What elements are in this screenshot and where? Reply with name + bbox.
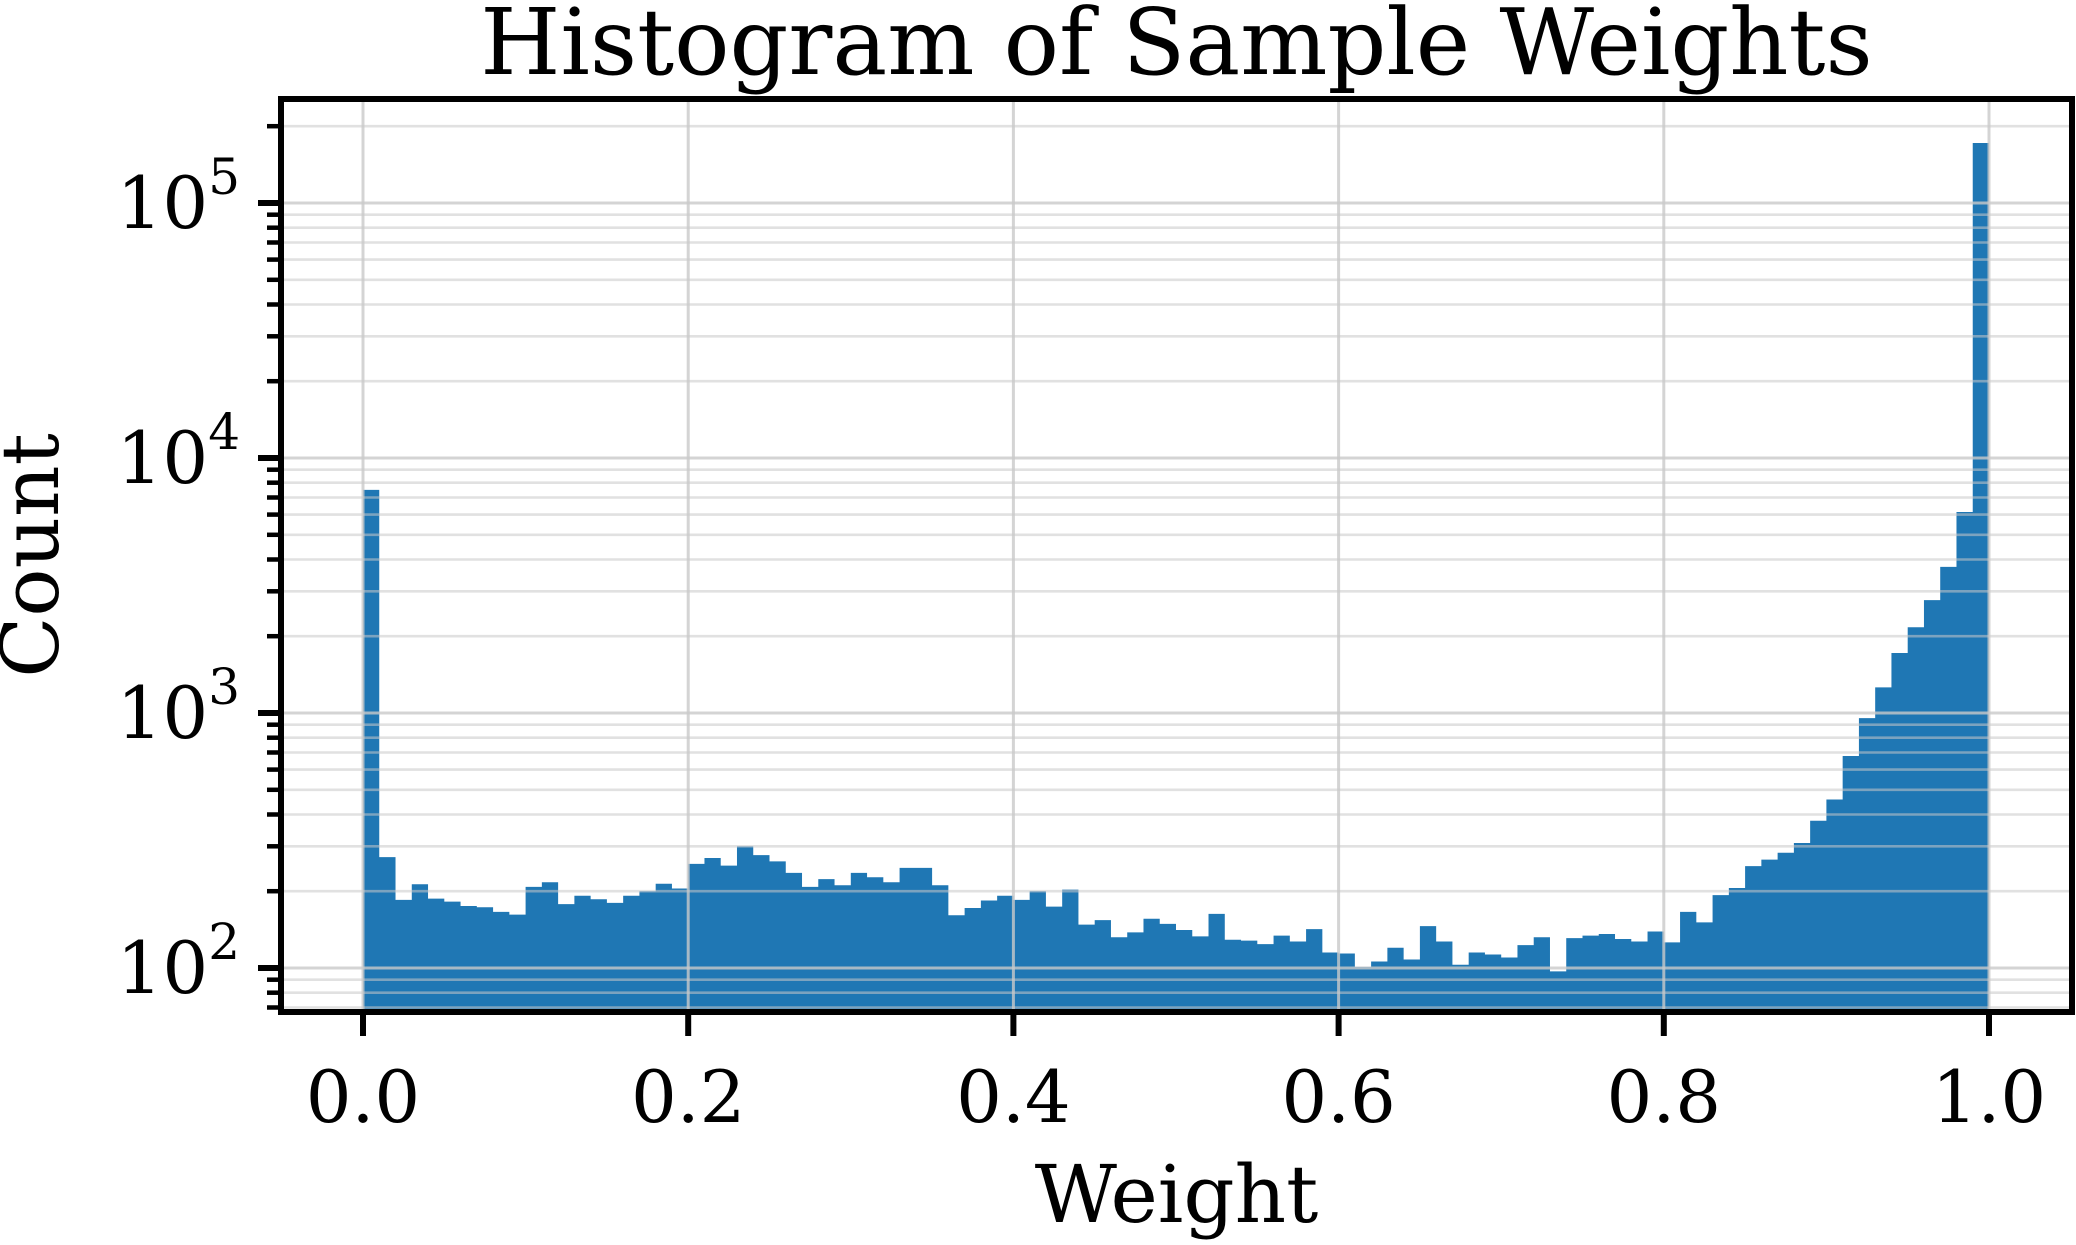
histogram-bars bbox=[363, 142, 1989, 1012]
text-layer: Histogram of Sample Weights Weight Count bbox=[0, 0, 1873, 1241]
x-tick-label: 1.0 bbox=[1932, 1055, 2047, 1139]
grid-layer bbox=[281, 99, 2072, 1012]
x-axis-label: Weight bbox=[1035, 1148, 1319, 1241]
x-tick-label: 0.8 bbox=[1607, 1055, 1722, 1139]
y-axis-label: Count bbox=[0, 433, 77, 678]
axes-layer bbox=[258, 96, 2075, 1036]
x-tick-label: 0.6 bbox=[1281, 1055, 1396, 1139]
x-tick-label: 0.4 bbox=[956, 1055, 1071, 1139]
y-tick-label: 102 bbox=[117, 913, 240, 1010]
x-tick-label: 0.2 bbox=[631, 1055, 746, 1139]
y-tick-label: 104 bbox=[117, 403, 240, 500]
bars-layer bbox=[363, 142, 1989, 1012]
plot-border bbox=[278, 96, 2075, 1015]
y-tick-label: 103 bbox=[117, 658, 240, 755]
x-tick-label: 0.0 bbox=[306, 1055, 421, 1139]
tick-label-layer: 0.0 0.2 0.4 0.6 0.8 1.0 102 103 104 105 bbox=[117, 148, 2047, 1139]
chart-title: Histogram of Sample Weights bbox=[480, 0, 1873, 96]
y-tick-label: 105 bbox=[117, 148, 240, 245]
